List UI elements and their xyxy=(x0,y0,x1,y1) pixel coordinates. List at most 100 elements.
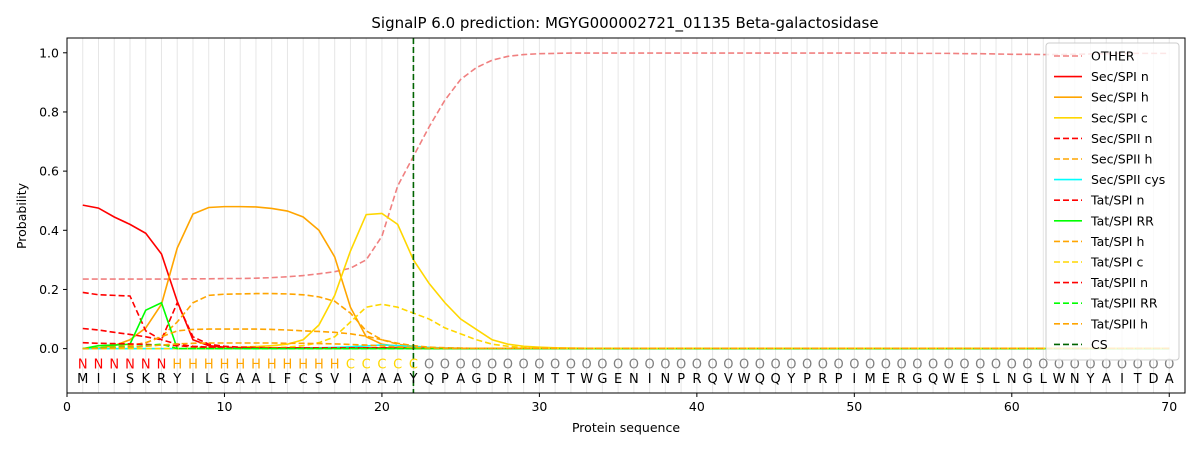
residue-label: G xyxy=(597,372,607,387)
residue-label: R xyxy=(818,372,827,387)
region-label: O xyxy=(739,357,749,372)
region-label: O xyxy=(1022,357,1032,372)
legend-label: Tat/SPI c xyxy=(1090,255,1143,270)
region-label: O xyxy=(881,357,891,372)
region-label: O xyxy=(755,357,765,372)
region-label: H xyxy=(267,357,277,372)
region-label: O xyxy=(440,357,450,372)
residue-label: P xyxy=(677,372,685,387)
legend-label: CS xyxy=(1091,337,1108,352)
y-tick-label: 1.0 xyxy=(39,45,59,60)
region-label: O xyxy=(802,357,812,372)
residue-label: S xyxy=(126,372,134,387)
residue-label: A xyxy=(252,372,261,387)
region-label: N xyxy=(78,357,88,372)
region-label: O xyxy=(582,357,592,372)
region-label: O xyxy=(692,357,702,372)
residue-label: N xyxy=(660,372,670,387)
residue-label: I xyxy=(349,372,353,387)
residue-label: P xyxy=(835,372,843,387)
region-label: O xyxy=(566,357,576,372)
region-label: O xyxy=(959,357,969,372)
legend-box xyxy=(1045,42,1180,361)
region-label: H xyxy=(251,357,261,372)
region-label: O xyxy=(503,357,513,372)
residue-label: L xyxy=(992,372,1000,387)
residue-label: Q xyxy=(770,372,780,387)
residue-label: T xyxy=(1133,372,1142,387)
residue-label: I xyxy=(191,372,195,387)
region-label: O xyxy=(1070,357,1080,372)
region-label: O xyxy=(1038,357,1048,372)
region-label: O xyxy=(1133,357,1143,372)
region-label: O xyxy=(1101,357,1111,372)
axes: 0 10 20 30 40 50 60 70 0.0 0.2 0.4 0.6 0.8 1.0 xyxy=(39,45,1177,414)
legend-label: Tat/SPII n xyxy=(1090,275,1148,290)
region-label: O xyxy=(487,357,497,372)
x-tick-label: 20 xyxy=(374,399,390,414)
residue-label: Y xyxy=(172,372,181,387)
residue-label: Y xyxy=(408,372,417,387)
region-label: O xyxy=(991,357,1001,372)
region-label: O xyxy=(912,357,922,372)
residue-label: T xyxy=(566,372,575,387)
residue-label: W xyxy=(1053,372,1066,387)
vertical-grid xyxy=(82,38,1170,393)
region-label: N xyxy=(125,357,135,372)
region-label: O xyxy=(818,357,828,372)
residue-label: W xyxy=(738,372,751,387)
legend-label: Tat/SPII RR xyxy=(1090,296,1158,311)
region-label: N xyxy=(94,357,104,372)
residue-label: N xyxy=(1007,372,1017,387)
residue-label: W xyxy=(580,372,593,387)
residue-label: A xyxy=(362,372,371,387)
region-label: O xyxy=(786,357,796,372)
residue-label: I xyxy=(648,372,652,387)
region-label: O xyxy=(534,357,544,372)
x-tick-label: 70 xyxy=(1161,399,1177,414)
series-lines xyxy=(82,52,1170,350)
region-label: O xyxy=(1054,357,1064,372)
region-label: O xyxy=(1007,357,1017,372)
region-label: O xyxy=(833,357,843,372)
residue-label: R xyxy=(503,372,512,387)
region-label: O xyxy=(849,357,859,372)
residue-label: S xyxy=(315,372,323,387)
y-tick-label: 0.2 xyxy=(39,282,59,297)
region-label: O xyxy=(944,357,954,372)
y-tick-label: 0.6 xyxy=(39,164,59,179)
legend-label: OTHER xyxy=(1091,49,1135,64)
region-label: O xyxy=(1164,357,1174,372)
residue-label: G xyxy=(1022,372,1032,387)
region-label: C xyxy=(393,357,402,372)
residue-label: M xyxy=(534,372,545,387)
residue-label: L xyxy=(205,372,213,387)
residue-label: I xyxy=(522,372,526,387)
residue-label: D xyxy=(1148,372,1158,387)
residue-label: A xyxy=(236,372,245,387)
region-label: H xyxy=(172,357,182,372)
residue-label: P xyxy=(803,372,811,387)
region-label: H xyxy=(188,357,198,372)
region-label: H xyxy=(283,357,293,372)
residue-label: I xyxy=(1120,372,1124,387)
region-label: C xyxy=(362,357,371,372)
residue-label: V xyxy=(330,372,339,387)
residue-label: G xyxy=(219,372,229,387)
legend: OTHER Sec/SPI n Sec/SPI h Sec/SPI c Sec/SPII… xyxy=(1045,42,1180,361)
y-tick-label: 0.4 xyxy=(39,223,59,238)
residue-label: W xyxy=(942,372,955,387)
residue-label: N xyxy=(1070,372,1080,387)
residue-label: G xyxy=(912,372,922,387)
residue-label: E xyxy=(960,372,968,387)
y-axis-title: Probability xyxy=(14,182,29,249)
region-label: O xyxy=(723,357,733,372)
x-tick-label: 50 xyxy=(846,399,862,414)
residue-label: V xyxy=(724,372,733,387)
legend-label: Sec/SPII n xyxy=(1091,131,1152,146)
residue-label: I xyxy=(852,372,856,387)
residue-label: E xyxy=(882,372,890,387)
region-label: N xyxy=(141,357,151,372)
residue-label: P xyxy=(441,372,449,387)
